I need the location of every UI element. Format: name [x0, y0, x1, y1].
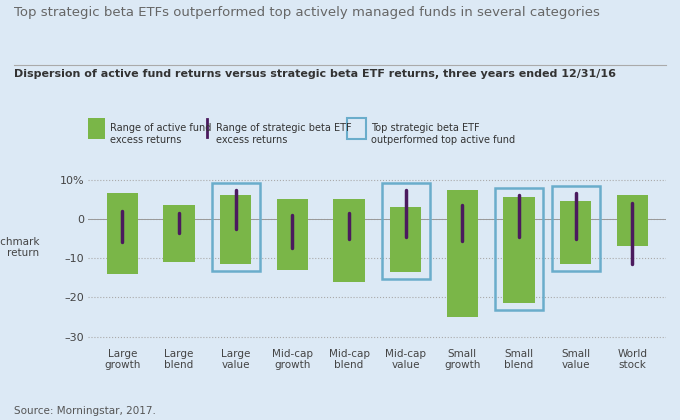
Text: Range of active fund
excess returns: Range of active fund excess returns: [110, 123, 211, 144]
Bar: [220, 195, 252, 264]
Bar: [617, 195, 648, 247]
Bar: [390, 207, 422, 272]
Text: Top strategic beta ETFs outperformed top actively managed funds in several categ: Top strategic beta ETFs outperformed top…: [14, 6, 600, 19]
Text: Top strategic beta ETF
outperformed top active fund: Top strategic beta ETF outperformed top …: [371, 123, 515, 144]
Bar: [381, 183, 430, 279]
Bar: [447, 189, 478, 317]
Bar: [333, 200, 364, 282]
Bar: [163, 205, 194, 262]
Bar: [495, 189, 543, 310]
Text: Range of strategic beta ETF
excess returns: Range of strategic beta ETF excess retur…: [216, 123, 351, 144]
Bar: [211, 183, 260, 271]
Bar: [560, 201, 592, 264]
Bar: [503, 197, 534, 303]
Bar: [551, 186, 600, 271]
Bar: [277, 200, 308, 270]
Text: Dispersion of active fund returns versus strategic beta ETF returns, three years: Dispersion of active fund returns versus…: [14, 69, 615, 79]
Bar: [107, 194, 138, 274]
Text: Benchmark
return: Benchmark return: [0, 236, 39, 258]
Text: Source: Morningstar, 2017.: Source: Morningstar, 2017.: [14, 406, 156, 416]
